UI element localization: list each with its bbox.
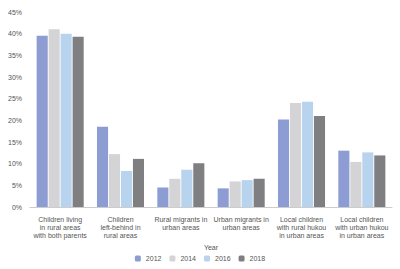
svg-text:2014: 2014 [180,255,196,262]
svg-text:urban areas: urban areas [222,224,260,231]
svg-text:Local children: Local children [340,216,383,223]
svg-text:Local children: Local children [280,216,323,223]
svg-text:in urban areas: in urban areas [339,232,384,239]
svg-text:Children: Children [107,216,133,223]
svg-text:25%: 25% [8,95,22,102]
svg-text:40%: 40% [8,30,22,37]
svg-text:45%: 45% [8,9,22,16]
svg-text:15%: 15% [8,139,22,146]
svg-text:in urban areas: in urban areas [279,232,324,239]
svg-text:urban areas: urban areas [162,224,200,231]
svg-text:with both parents: with both parents [33,232,88,240]
svg-text:with rural hukou: with rural hukou [276,224,327,231]
svg-text:Children living: Children living [38,216,82,224]
svg-text:10%: 10% [8,160,22,167]
svg-text:Year: Year [204,244,219,251]
svg-text:Urban migrants in: Urban migrants in [214,216,269,224]
svg-text:2012: 2012 [146,255,162,262]
svg-text:with urban hukou: with urban hukou [334,224,388,231]
svg-text:Rural migrants in: Rural migrants in [154,216,207,224]
svg-text:35%: 35% [8,52,22,59]
svg-text:30%: 30% [8,74,22,81]
svg-text:rural areas: rural areas [104,232,138,239]
svg-text:left-behind in: left-behind in [100,224,140,231]
svg-text:20%: 20% [8,117,22,124]
svg-text:in rural areas: in rural areas [40,224,81,231]
svg-text:2018: 2018 [250,255,266,262]
svg-text:2016: 2016 [215,255,231,262]
svg-text:5%: 5% [12,182,22,189]
svg-text:0%: 0% [12,204,22,211]
